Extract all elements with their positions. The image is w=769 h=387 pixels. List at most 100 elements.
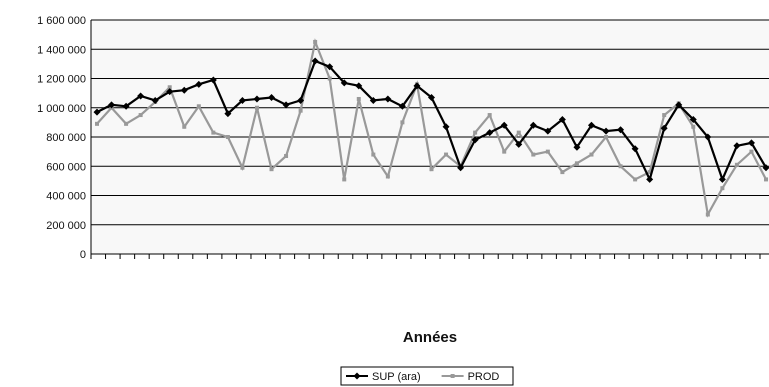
x-axis [90,20,761,259]
data-point [704,133,712,141]
data-point [574,161,579,166]
data-point [602,127,610,135]
data-point [457,164,465,172]
data-point [587,121,595,129]
legend-box [340,366,514,386]
data-point [269,167,274,172]
data-point [705,212,710,217]
data-point [500,121,508,129]
data-point [762,164,769,172]
data-point [646,175,654,183]
data-point [313,39,318,44]
y-tick-label: 600 000 [46,161,86,173]
data-point [385,174,390,179]
data-point [166,88,174,96]
data-point [253,95,261,103]
data-point [151,96,159,104]
data-point [589,152,594,157]
data-point [298,108,303,113]
data-point [633,177,638,182]
y-tick-label: 1 200 000 [37,74,86,86]
data-point [617,126,625,134]
data-point [167,85,172,90]
data-point [444,152,449,157]
data-point [529,121,537,129]
data-point [297,96,305,104]
data-point [662,113,667,118]
data-point [327,76,332,81]
data-point [400,120,405,125]
data-point [531,152,536,157]
series-sup-ara [93,57,769,183]
data-point [413,82,421,90]
data-point [224,110,232,118]
data-point [618,164,623,169]
y-tick-label: 1 400 000 [37,44,86,56]
legend-label: PROD [468,371,500,383]
data-point [473,130,478,135]
data-point [660,124,668,132]
data-point [356,96,361,101]
data-point [268,94,276,102]
data-point [254,105,259,110]
data-point [342,177,347,182]
data-point [108,101,116,109]
data-point [675,101,683,109]
series-group [93,38,769,218]
y-tick-label: 800 000 [46,132,86,144]
data-point [720,186,725,191]
data-point [240,165,245,170]
data-point [749,149,754,154]
data-point [180,86,188,94]
legend-marker [450,374,455,378]
data-point [93,108,101,116]
data-point [631,145,639,153]
legend-label: SUP (ara) [372,371,421,383]
data-point [326,63,334,71]
y-tick-label: 200 000 [46,220,86,232]
data-point [718,175,726,183]
y-tick-labels: 0 200 000 400 000 600 000 800 000 1 000 000 1 … [37,15,86,261]
y-tick-label: 1 600 000 [37,15,86,27]
data-point [544,127,552,135]
data-point [486,129,494,137]
data-point [225,135,230,139]
data-point [122,102,130,110]
legend: SUP (ara) PROD [340,366,514,386]
data-point [733,142,741,150]
legend-marker [353,372,361,380]
data-point [691,124,696,129]
data-point [371,152,376,157]
data-point [471,136,479,144]
data-point [182,124,187,129]
data-point [515,140,523,148]
data-point [764,177,768,182]
data-point [560,170,565,175]
data-point [398,102,406,110]
data-point [502,149,507,154]
data-point [355,82,363,90]
data-point [647,170,652,175]
data-point [429,167,434,172]
data-point [604,135,609,139]
legend-entry: SUP (ara) [346,371,421,383]
data-point [282,101,290,109]
gridlines [91,19,769,255]
data-point [516,130,521,135]
data-point [95,121,99,126]
data-point [428,94,435,102]
data-point [369,96,377,104]
data-point [196,104,201,109]
data-point [211,130,216,135]
data-point [545,149,550,154]
x-axis-label: Années [403,329,457,346]
data-point [124,121,129,126]
data-point [573,143,581,151]
data-point [138,113,143,118]
data-point [311,57,319,65]
y-tick-label: 400 000 [46,191,86,203]
data-point [195,80,203,88]
data-point [340,79,348,87]
data-point [747,139,755,147]
data-point [384,95,392,103]
